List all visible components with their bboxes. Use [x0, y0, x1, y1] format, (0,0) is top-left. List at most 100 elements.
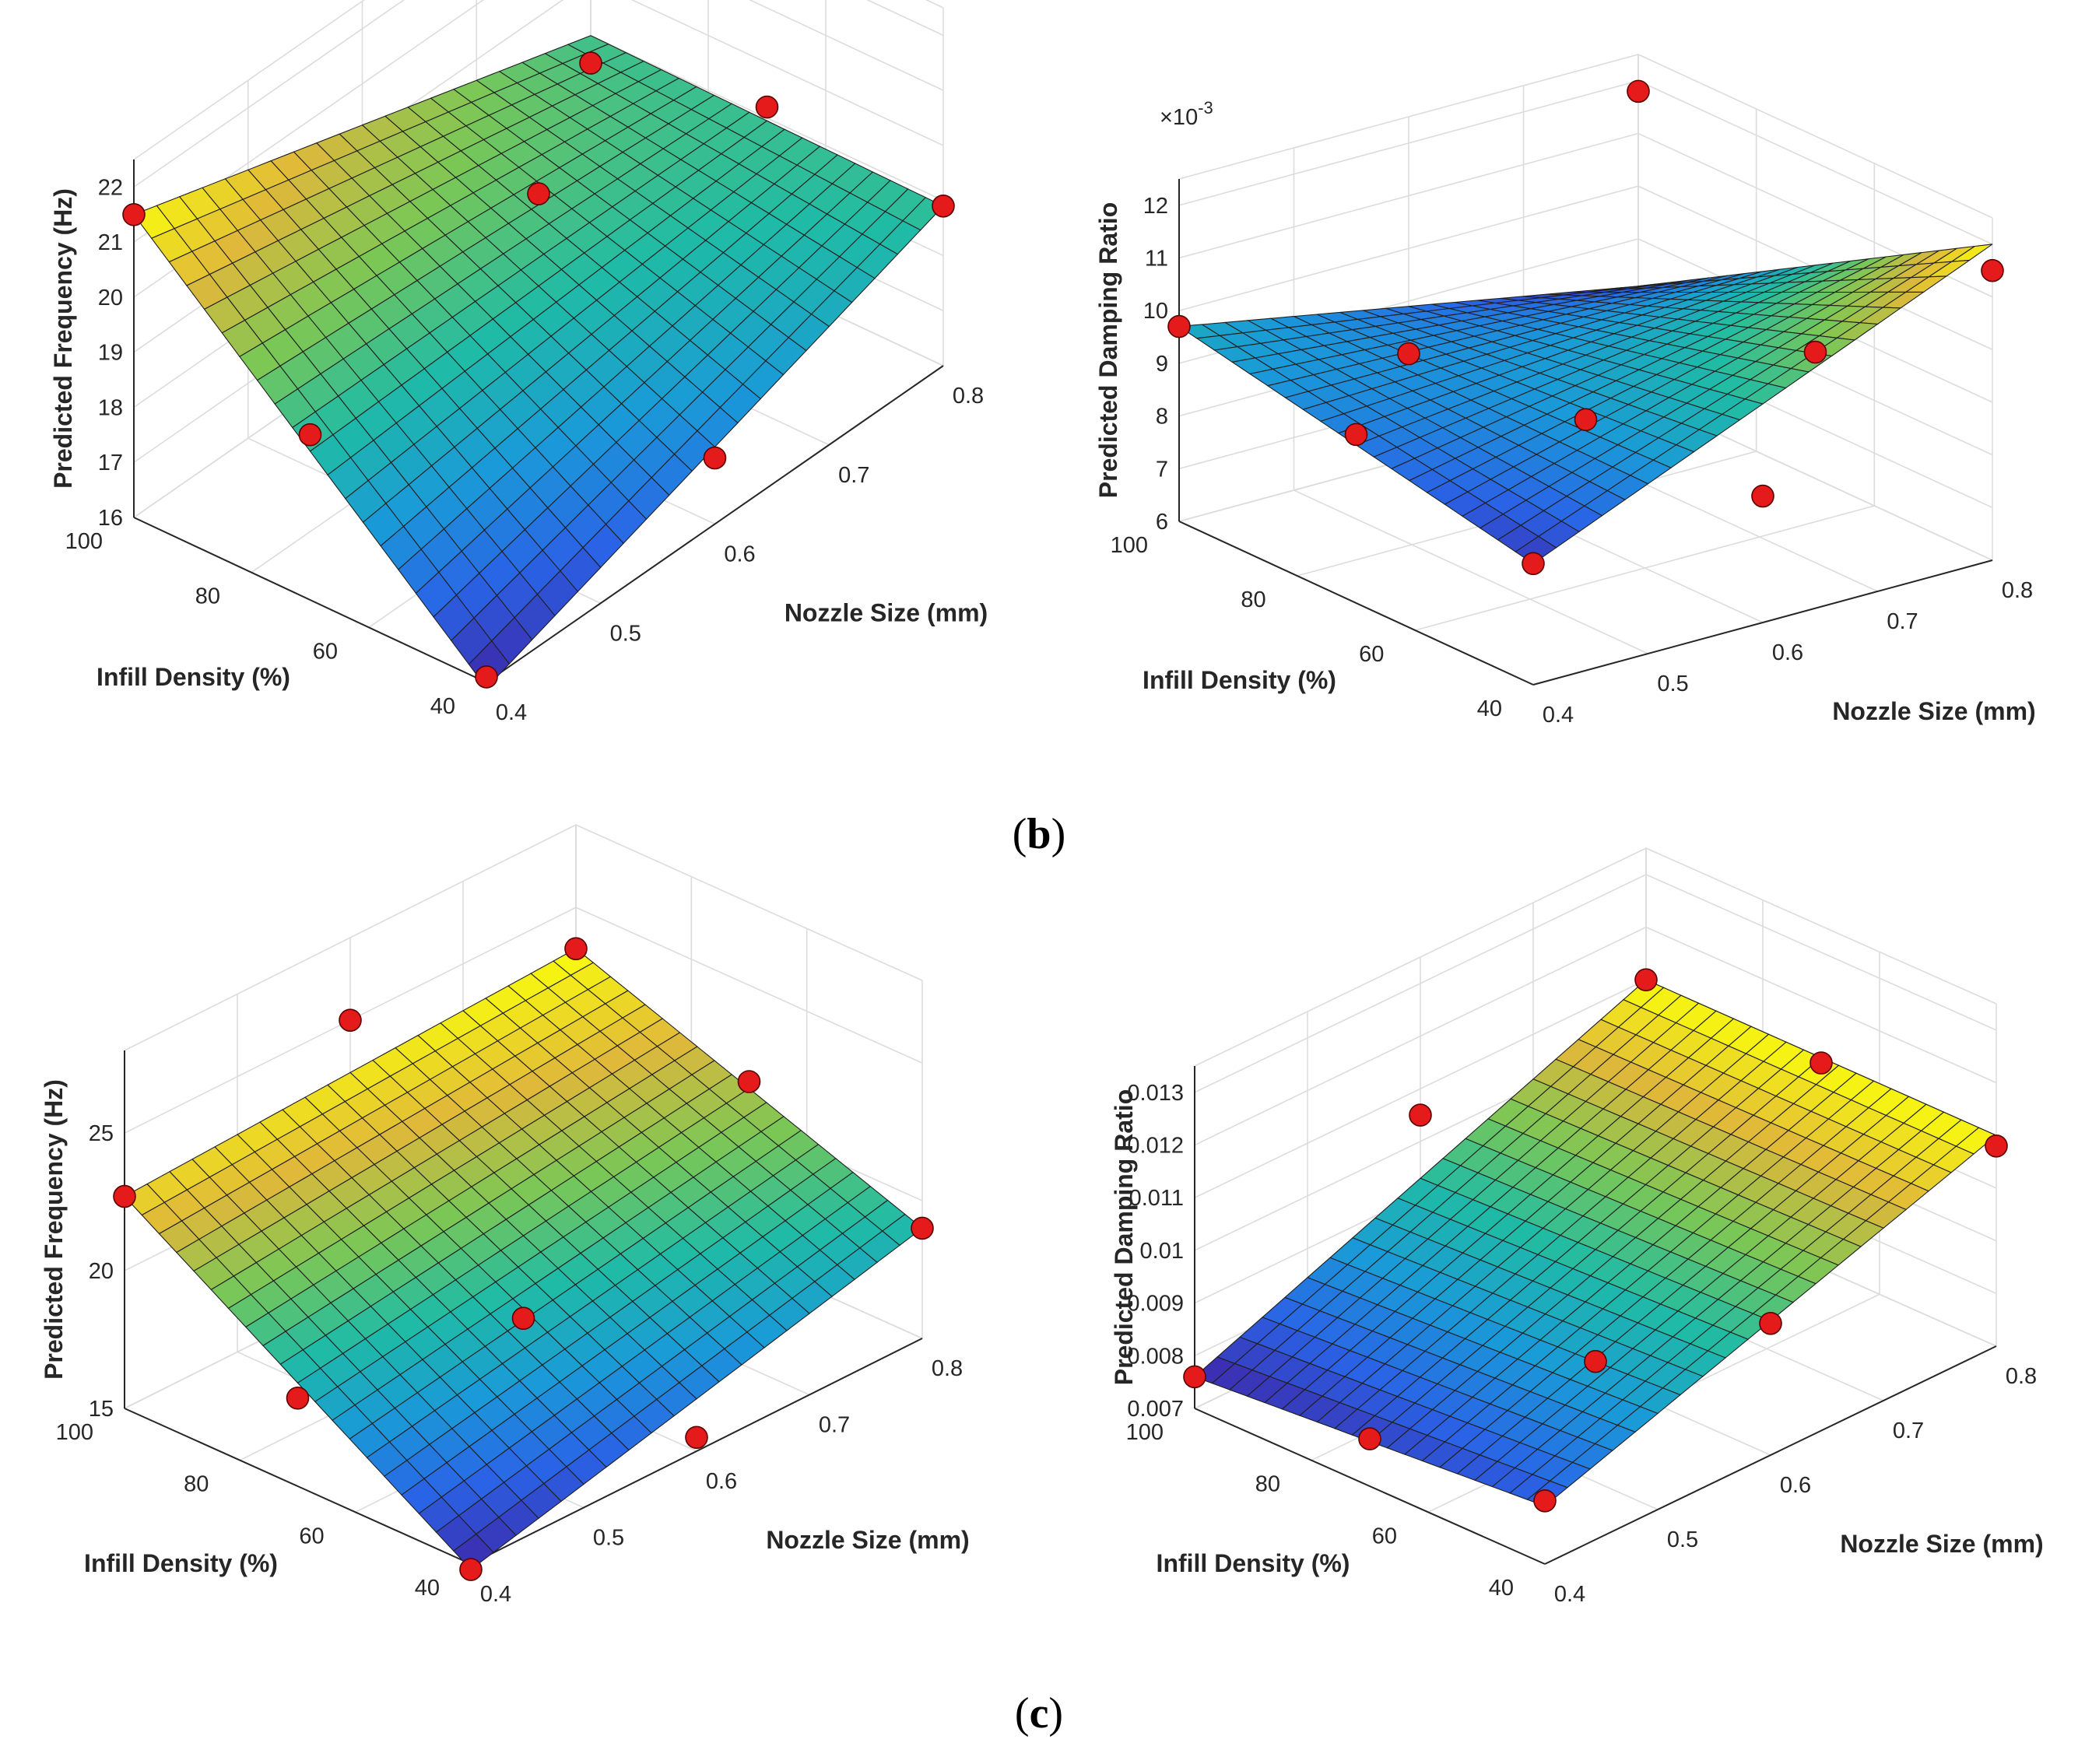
x-tick-label: 0.8	[932, 1356, 963, 1381]
x-tick-label: 0.5	[1657, 672, 1688, 696]
z-axis-label: Predicted Damping Ratio	[1110, 1089, 1138, 1386]
box-edge	[124, 824, 923, 1051]
axes	[1178, 179, 1993, 686]
x-tick-label: 0.7	[819, 1413, 850, 1438]
z-tick-label: 25	[89, 1121, 114, 1146]
x-tick-label: 0.5	[610, 621, 641, 646]
y-axis-line	[1194, 1408, 1546, 1565]
z-axis-label: Predicted Frequency (Hz)	[40, 1079, 68, 1380]
z-tick-label: 12	[1143, 194, 1168, 219]
x-tick-label: 0.7	[1887, 609, 1918, 634]
z-tick-label: 21	[98, 230, 123, 255]
z-axis-label: Predicted Frequency (Hz)	[49, 188, 77, 489]
z-tick-label: 0.011	[1129, 1186, 1184, 1211]
y-axis-label: Infill Density (%)	[84, 1549, 278, 1577]
panel-b-left: 0.40.50.60.70.840608010016171819202122No…	[49, 0, 988, 725]
data-point	[527, 182, 550, 205]
z-tick-label: 0.012	[1127, 1134, 1184, 1159]
y-axis-line	[1178, 521, 1534, 686]
data-point	[1985, 1134, 2008, 1158]
data-point	[1809, 1051, 1833, 1075]
x-axis-label: Nozzle Size (mm)	[1832, 697, 2035, 725]
data-point	[911, 1216, 934, 1240]
x-axis-line	[1532, 559, 1993, 686]
axis-labels: Nozzle Size (mm) Infill Density (%) Predic…	[40, 1079, 970, 1577]
y-tick-label: 60	[313, 639, 338, 664]
y-axis-label: Infill Density (%)	[1157, 1549, 1350, 1577]
data-point	[459, 1558, 483, 1581]
y-tick-label: 80	[1255, 1472, 1280, 1497]
axes	[1194, 1066, 1997, 1565]
y-tick-label: 100	[65, 529, 103, 554]
z-tick-label: 9	[1156, 352, 1168, 377]
box-edge	[1194, 847, 1997, 1067]
z-gridline	[133, 0, 944, 188]
z-tick-label: 0.009	[1127, 1292, 1184, 1317]
data-point	[113, 1184, 136, 1208]
z-tick-label: 7	[1156, 457, 1168, 482]
data-point	[703, 446, 727, 470]
data-point	[1803, 340, 1827, 364]
x-tick-label: 0.8	[2006, 1364, 2037, 1389]
markers	[1167, 79, 2004, 576]
data-point	[1627, 79, 1650, 103]
markers	[1183, 968, 2008, 1513]
z-tick-label: 6	[1156, 510, 1168, 535]
z-tick-label: 0.007	[1127, 1397, 1184, 1422]
y-tick-label: 80	[1241, 587, 1265, 612]
surface	[1178, 244, 1993, 564]
z-tick-label: 16	[98, 506, 123, 531]
z-tick-label: 19	[98, 341, 123, 366]
data-point	[579, 51, 602, 75]
x-tick-label: 0.4	[1543, 703, 1574, 728]
x-axis-label: Nozzle Size (mm)	[785, 599, 988, 627]
z-axis-label: Predicted Damping Ratio	[1094, 202, 1122, 499]
x-tick-label: 0.6	[724, 542, 755, 567]
data-point	[298, 423, 322, 447]
z-tick-label: 11	[1145, 247, 1168, 272]
x-tick-label: 0.6	[706, 1469, 737, 1494]
y-tick-label: 40	[1489, 1576, 1514, 1601]
surface	[124, 948, 923, 1570]
z-tick-label: 15	[89, 1397, 114, 1422]
x-tick-label: 0.6	[1772, 640, 1803, 665]
x-tick-label: 0.8	[953, 384, 984, 409]
y-tick-label: 100	[1126, 1420, 1164, 1445]
data-point	[1574, 408, 1598, 432]
x-tick-label: 0.4	[1554, 1582, 1585, 1607]
x-axis-line	[486, 365, 944, 683]
box-edge	[1178, 54, 1993, 219]
y-tick-label: 40	[1477, 696, 1502, 721]
caption-c: (c)	[1015, 1689, 1063, 1738]
x-tick-label: 0.5	[1667, 1527, 1698, 1552]
box-edge	[133, 0, 944, 160]
axis-labels: Nozzle Size (mm) Infill Density (%) Predic…	[49, 188, 988, 691]
x-axis-line	[470, 1338, 923, 1565]
y-axis-line	[133, 517, 487, 683]
z-tick-label: 0.008	[1127, 1344, 1184, 1369]
y-tick-label: 100	[1111, 533, 1148, 558]
data-point	[511, 1306, 535, 1331]
data-point	[475, 665, 498, 689]
data-point	[1183, 1365, 1206, 1389]
axis-labels: Nozzle Size (mm) Infill Density (%) Predic…	[1094, 202, 2036, 725]
data-point	[1409, 1103, 1432, 1127]
data-point	[1584, 1349, 1607, 1373]
y-tick-label: 80	[195, 584, 220, 609]
axis-labels: Nozzle Size (mm) Infill Density (%) Predic…	[1110, 1089, 2044, 1577]
data-point	[737, 1070, 761, 1093]
data-point	[1358, 1427, 1381, 1450]
panel-b-right: 0.40.50.60.70.84060801006789101112×10-3N…	[1094, 54, 2036, 728]
data-point	[932, 194, 955, 218]
data-point	[1759, 1311, 1782, 1335]
x-axis-label: Nozzle Size (mm)	[1840, 1530, 2043, 1558]
data-point	[1533, 1489, 1557, 1513]
markers	[122, 51, 955, 689]
data-point	[286, 1386, 310, 1410]
